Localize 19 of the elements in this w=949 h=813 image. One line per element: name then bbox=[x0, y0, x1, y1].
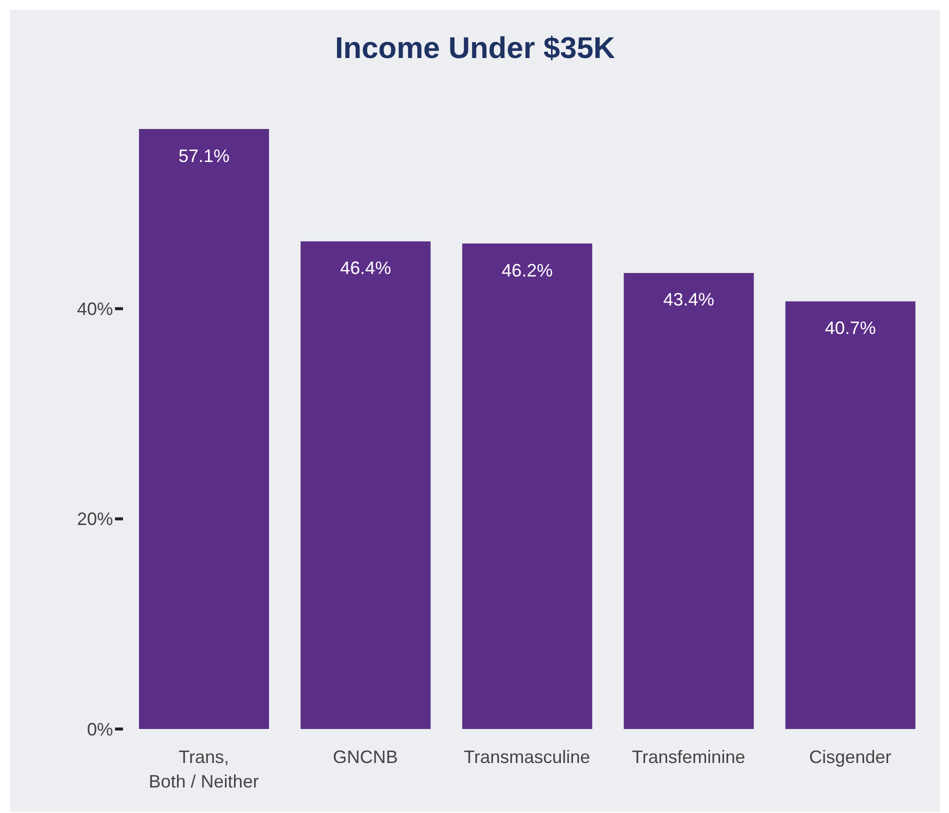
data-label: 46.2% bbox=[502, 260, 553, 280]
chart-title: Income Under $35K bbox=[334, 32, 616, 66]
data-label: 43.4% bbox=[663, 290, 714, 310]
data-label: 40.7% bbox=[824, 318, 876, 338]
bar bbox=[300, 241, 431, 729]
x-tick-label: Trans, Both / Neither bbox=[148, 747, 259, 792]
x-tick-label: Transmasculine bbox=[464, 747, 590, 768]
data-label: 46.4% bbox=[340, 258, 392, 278]
y-tick-label: 40% bbox=[76, 299, 113, 320]
x-tick-label: Cisgender bbox=[809, 747, 892, 768]
y-tick-label: 20% bbox=[76, 509, 113, 530]
x-tick-label: Transfeminine bbox=[632, 747, 746, 768]
bar bbox=[462, 244, 592, 729]
bar bbox=[139, 129, 269, 729]
bar bbox=[785, 301, 916, 729]
data-label: 57.1% bbox=[178, 146, 230, 166]
x-tick-label: GNCNB bbox=[332, 747, 398, 768]
y-tick-label: 0% bbox=[86, 719, 113, 740]
bar bbox=[624, 272, 754, 729]
